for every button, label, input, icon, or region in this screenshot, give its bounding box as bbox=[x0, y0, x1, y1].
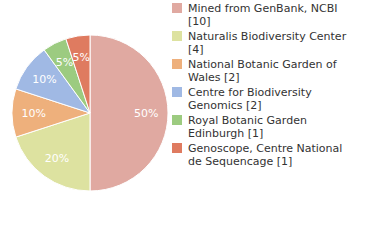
svg-text:10%: 10% bbox=[32, 73, 56, 86]
html-text:National Botanic Garden of Wal: National Botanic Garden of Wales [2] bbox=[188, 58, 337, 84]
svg-text:5%: 5% bbox=[56, 56, 73, 69]
svg-text:5%: 5% bbox=[72, 51, 89, 64]
svg-text:50%: 50% bbox=[134, 107, 158, 120]
html-text:Centre for Biodiversity Genomi: Centre for Biodiversity Genomics [2] bbox=[188, 86, 312, 112]
svg-text:20%: 20% bbox=[45, 152, 69, 165]
html-text:Royal Botanic Garden Edinburgh: Royal Botanic Garden Edinburgh [1] bbox=[188, 114, 307, 140]
svg-text:10%: 10% bbox=[22, 107, 46, 120]
html-text:Mined from GenBank, NCBI [10]: Mined from GenBank, NCBI [10] bbox=[188, 2, 338, 28]
html-text:Naturalis Biodiversity Center: Naturalis Biodiversity Center [4] bbox=[188, 30, 347, 56]
html-text:Genoscope, Centre National de: Genoscope, Centre National de Sequencage… bbox=[188, 142, 343, 168]
